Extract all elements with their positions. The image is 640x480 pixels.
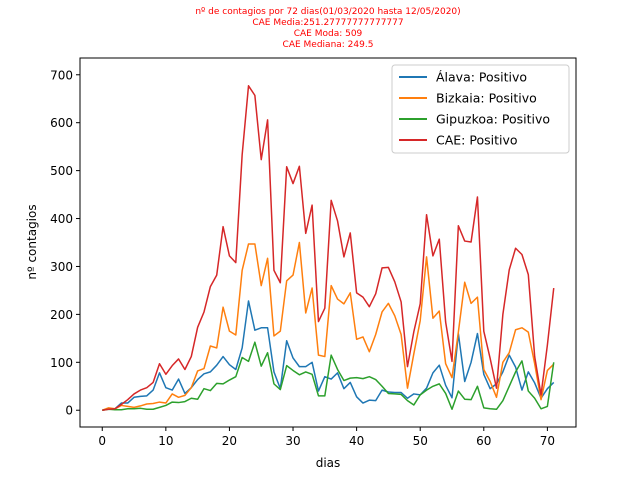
y-tick-label: 600 — [50, 116, 73, 130]
y-tick-label: 200 — [50, 308, 73, 322]
x-tick-label: 60 — [476, 434, 491, 448]
title-line-2: CAE Moda: 509 — [294, 29, 363, 39]
x-tick-label: 50 — [413, 434, 428, 448]
legend-label-1: Bizkaia: Positivo — [436, 91, 537, 106]
x-tick-label: 20 — [222, 434, 237, 448]
series-lines — [101, 85, 555, 411]
x-tick-label: 0 — [98, 434, 106, 448]
series-line-1 — [101, 241, 555, 411]
title-line-0: nº de contagios por 72 dias(01/03/2020 h… — [195, 7, 460, 17]
plot-frame — [79, 57, 577, 428]
x-axis: 0 10 20 30 40 50 60 70 — [98, 427, 555, 448]
x-tick-label: 70 — [540, 434, 555, 448]
y-tick-label: 300 — [50, 260, 73, 274]
y-tick-label: 400 — [50, 212, 73, 226]
y-tick-label: 0 — [65, 404, 73, 418]
title-line-3: CAE Mediana: 249.5 — [283, 40, 374, 50]
y-axis-label: nº contagios — [25, 204, 39, 279]
series-line-2 — [102, 341, 555, 411]
series-line-3 — [102, 85, 555, 411]
x-axis-label: dias — [316, 456, 341, 470]
legend: Álava: Positivo Bizkaia: Positivo Gipuzkoa… — [391, 64, 570, 154]
legend-label-3: CAE: Positivo — [436, 133, 518, 148]
y-tick-label: 500 — [50, 164, 73, 178]
y-tick-label: 700 — [50, 68, 73, 82]
x-tick-label: 30 — [285, 434, 300, 448]
legend-box — [391, 64, 570, 154]
y-tick-label: 100 — [50, 356, 73, 370]
chart-title: nº de contagios por 72 dias(01/03/2020 h… — [195, 7, 460, 50]
x-tick-label: 40 — [349, 434, 364, 448]
title-line-1: CAE Media:251.27777777777777 — [252, 18, 403, 28]
x-tick-label: 10 — [158, 434, 173, 448]
legend-label-0: Álava: Positivo — [436, 70, 527, 85]
legend-label-2: Gipuzkoa: Positivo — [436, 112, 550, 127]
y-axis: 0 100 200 300 400 500 600 700 — [50, 68, 80, 418]
